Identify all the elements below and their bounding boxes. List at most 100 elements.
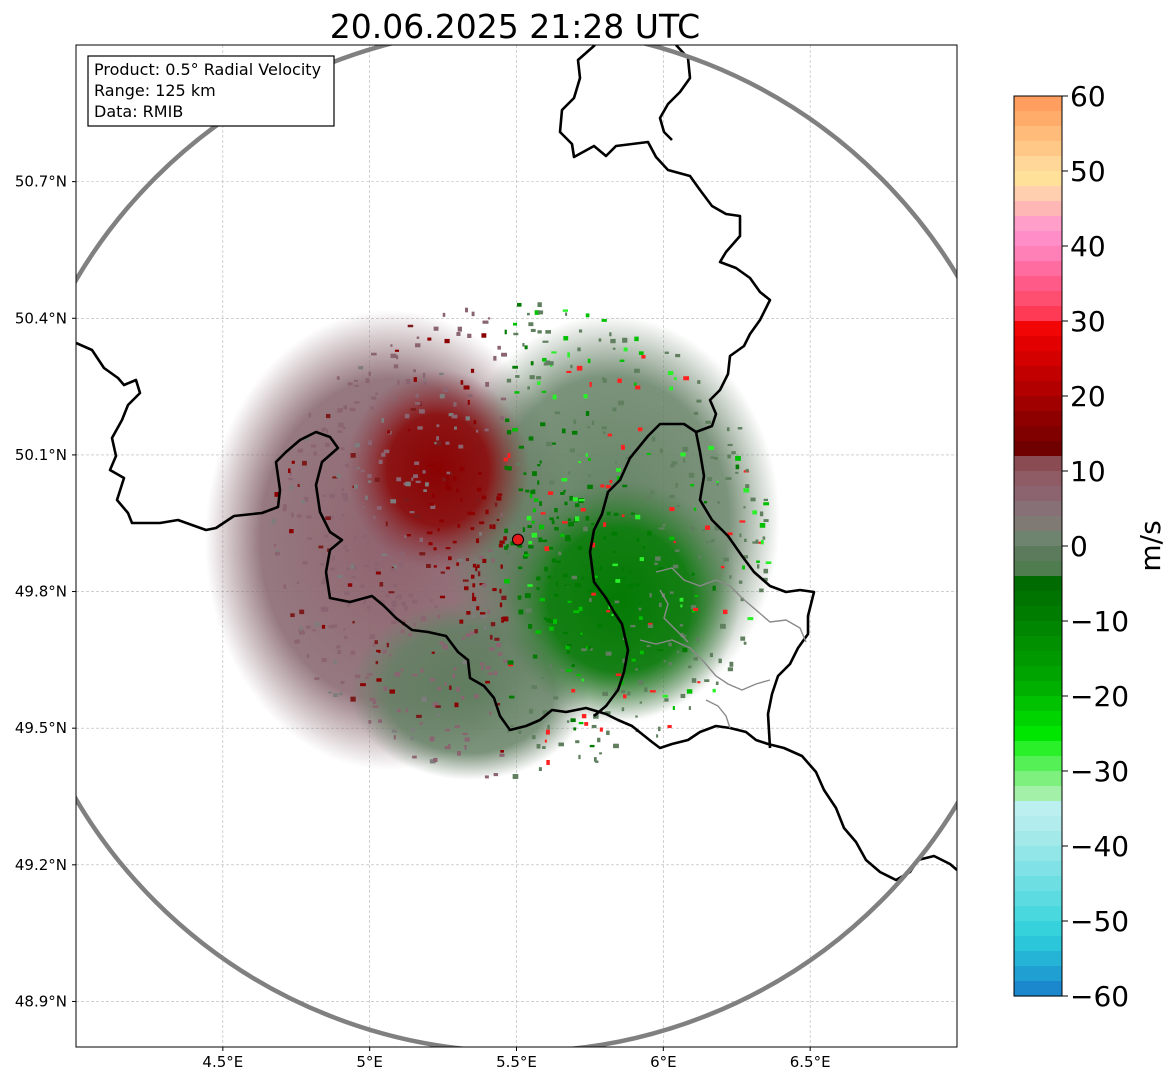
echo-speckle: [471, 614, 476, 618]
echo-speckle: [454, 702, 459, 708]
echo-speckle: [655, 556, 661, 561]
echo-speckle: [541, 390, 547, 393]
echo-speckle: [578, 754, 581, 760]
echo-speckle: [342, 513, 345, 517]
echo-speckle: [502, 616, 509, 622]
echo-speckle: [585, 516, 590, 521]
echo-speckle: [578, 606, 583, 612]
echo-speckle: [459, 619, 464, 624]
echo-speckle: [476, 429, 479, 433]
echo-speckle: [658, 726, 661, 732]
echo-speckle: [568, 471, 571, 475]
echo-speckle: [487, 672, 493, 676]
echo-speckle: [740, 597, 744, 602]
echo-speckle: [756, 560, 760, 563]
echo-speckle: [696, 399, 702, 403]
province-border-2: [639, 639, 771, 691]
echo-speckle: [629, 569, 632, 573]
echo-speckle: [507, 549, 512, 554]
colorbar-ticks: 60 50 40 30 20 10 0 −10 −20 −30 −40 −50 −60: [1062, 80, 1129, 1013]
echo-speckle: [503, 536, 507, 541]
latitude-axis: 48.9°N 49.2°N 49.5°N 49.8°N 50.1°N 50.4°N 50.7…: [15, 173, 76, 1010]
colorbar-band: [1014, 441, 1062, 457]
echo-speckle: [710, 540, 714, 543]
echo-speckle: [456, 488, 459, 493]
echo-speckle: [471, 596, 477, 602]
echo-speckle: [727, 667, 733, 672]
colorbar-band: [1014, 981, 1062, 997]
echo-speckle: [545, 330, 552, 334]
echo-speckle: [374, 567, 380, 571]
echo-speckle: [501, 620, 504, 623]
echo-speckle: [617, 378, 622, 383]
echo-speckle: [500, 564, 503, 569]
echo-speckle: [481, 666, 484, 671]
echo-speckle: [539, 597, 545, 602]
echo-speckle: [639, 650, 644, 655]
echo-speckle: [494, 637, 500, 641]
echo-speckle: [343, 545, 347, 549]
echo-speckle: [531, 532, 538, 538]
echo-speckle: [444, 728, 451, 732]
echo-speckle: [370, 406, 374, 410]
echo-speckle: [555, 582, 559, 587]
echo-speckle: [562, 309, 569, 312]
echo-speckle: [396, 355, 399, 360]
echo-speckle: [287, 468, 291, 474]
echo-speckle: [682, 647, 688, 653]
echo-speckle: [522, 555, 528, 559]
echo-speckle: [299, 631, 305, 635]
echo-speckle: [499, 602, 503, 608]
echo-speckle: [668, 642, 672, 647]
echo-speckle: [587, 426, 591, 429]
echo-speckle: [743, 488, 750, 493]
echo-speckle: [669, 386, 674, 391]
echo-speckle: [385, 594, 390, 598]
echo-speckle: [576, 365, 583, 371]
lat-tick-label: 49.5°N: [15, 719, 67, 737]
lon-tick-label: 6°E: [650, 1053, 677, 1071]
colorbar-band: [1014, 126, 1062, 142]
echo-speckle: [575, 740, 580, 744]
echo-speckle: [542, 357, 547, 362]
echo-speckle: [539, 460, 542, 464]
echo-speckle: [337, 575, 344, 578]
echo-speckle: [371, 396, 377, 400]
echo-speckle: [599, 727, 603, 732]
echo-speckle: [456, 562, 459, 566]
echo-speckle: [565, 537, 571, 542]
echo-speckle: [419, 552, 426, 556]
echo-speckle: [641, 355, 646, 359]
echo-speckle: [679, 624, 684, 627]
echo-speckle: [496, 496, 502, 501]
echo-speckle: [528, 436, 534, 441]
echo-speckle: [612, 407, 617, 412]
echo-speckle: [735, 455, 741, 461]
echo-speckle: [580, 632, 583, 635]
echo-speckle: [391, 729, 397, 733]
echo-speckle: [456, 686, 460, 692]
echo-speckle: [593, 757, 597, 762]
echo-speckle: [563, 573, 568, 578]
colorbar-band: [1014, 591, 1062, 607]
echo-speckle: [551, 558, 556, 563]
echo-speckle: [352, 565, 357, 570]
echo-speckle: [687, 665, 692, 669]
echo-speckle: [742, 565, 745, 570]
echo-speckle: [405, 481, 411, 487]
echo-speckle: [518, 730, 522, 734]
echo-speckle: [326, 429, 329, 434]
echo-speckle: [556, 516, 559, 520]
echo-speckle: [540, 512, 546, 515]
echo-speckle: [558, 551, 562, 556]
info-box-frame: [87, 55, 335, 127]
echo-negative-core: [500, 480, 740, 720]
echo-speckle: [528, 624, 533, 629]
echo-speckle: [611, 531, 618, 536]
echo-speckle: [558, 742, 564, 747]
echo-speckle: [563, 489, 566, 493]
echo-speckle: [448, 556, 452, 561]
echo-speckle: [393, 583, 398, 588]
echo-speckle: [727, 443, 733, 447]
echo-speckle: [647, 530, 652, 536]
